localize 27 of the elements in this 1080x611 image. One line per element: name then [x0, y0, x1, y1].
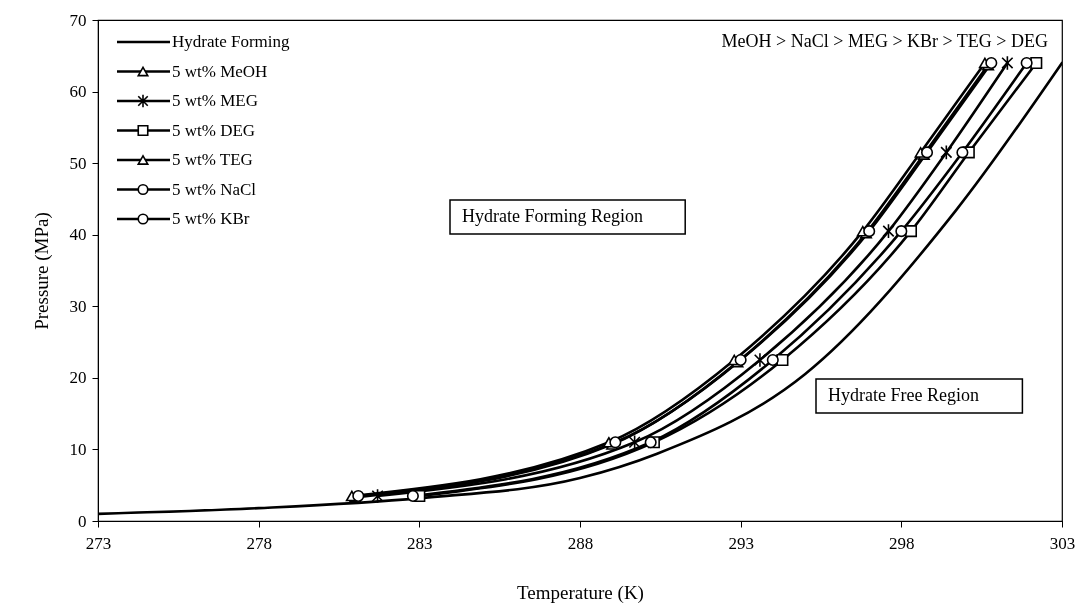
annotation: MeOH > NaCl > MEG > KBr > TEG > DEG [721, 31, 1048, 51]
y-tick-label: 30 [69, 296, 87, 316]
x-tick-label: 298 [889, 533, 915, 553]
legend-label: 5 wt% NaCl [172, 179, 257, 199]
y-tick-label: 60 [69, 82, 87, 102]
legend-label: 5 wt% DEG [172, 120, 256, 140]
y-tick-label: 40 [69, 225, 87, 245]
y-tick-label: 20 [69, 368, 87, 388]
x-tick-label: 278 [246, 533, 272, 553]
y-tick-label: 10 [69, 439, 87, 459]
annotation: Hydrate Forming Region [462, 206, 643, 226]
legend-label: 5 wt% MeOH [172, 61, 268, 81]
y-tick-label: 70 [69, 10, 87, 30]
x-tick-label: 283 [407, 533, 433, 553]
x-tick-label: 288 [567, 533, 594, 553]
legend-label: 5 wt% MEG [172, 91, 258, 110]
x-axis-title: Temperature (K) [517, 581, 644, 604]
annotation: Hydrate Free Region [828, 385, 979, 405]
legend-label: 5 wt% KBr [172, 209, 250, 228]
x-tick-label: 273 [85, 533, 112, 553]
y-tick-label: 0 [78, 511, 87, 531]
x-tick-label: 293 [728, 533, 754, 553]
legend-label: Hydrate Forming [172, 32, 291, 51]
y-axis-title: Pressure (MPa) [30, 212, 53, 330]
y-tick-label: 50 [69, 153, 87, 173]
legend-label: 5 wt% TEG [172, 150, 253, 169]
x-tick-label: 303 [1049, 533, 1076, 553]
